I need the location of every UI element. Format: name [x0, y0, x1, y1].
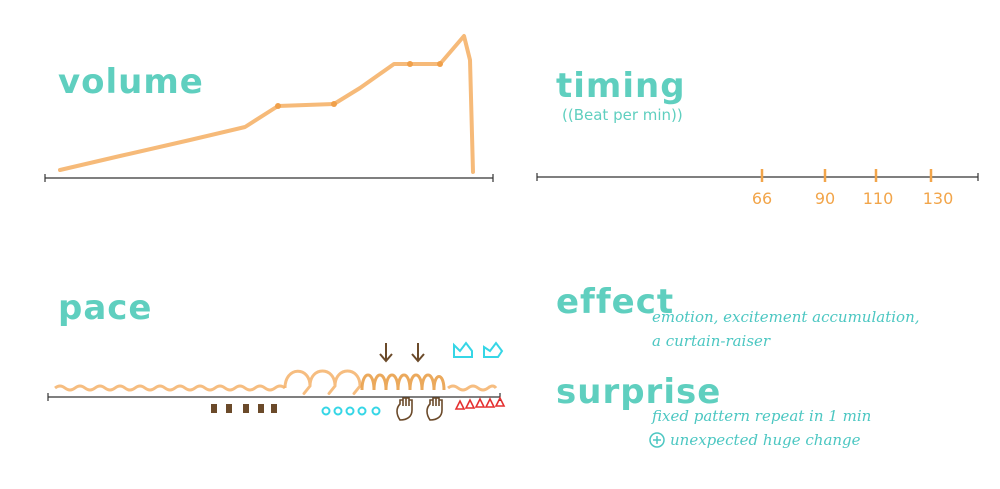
timing-title: timing: [556, 66, 686, 106]
pace-title: pace: [58, 288, 153, 328]
surprise-title: surprise: [556, 372, 722, 412]
pace-small-wave: [54, 384, 286, 392]
effect-line-1: emotion, excitement accumulation,: [652, 308, 920, 326]
surprise-line-1: fixed pattern repeat in 1 min: [652, 407, 872, 425]
plus-circle-icon: [649, 432, 665, 448]
crown-icon: [453, 341, 473, 358]
pace-loop-wave: [283, 369, 362, 395]
down-arrow-icon: [411, 343, 425, 363]
pace-tail-wave: [447, 384, 498, 392]
hand-icon: [396, 397, 413, 421]
pace-dense-wave: [360, 373, 446, 391]
circle-marker-icon: [321, 406, 381, 416]
timing-subtitle: ((Beat per min)): [562, 106, 683, 124]
timing-tick-label-90: 90: [815, 189, 835, 208]
effect-line-2: a curtain-raiser: [652, 332, 771, 350]
crown-icon: [483, 341, 504, 358]
triangle-marker-icon: [454, 396, 506, 410]
effect-title: effect: [556, 282, 675, 322]
surprise-line-2: unexpected huge change: [670, 431, 861, 449]
volume-title: volume: [58, 62, 204, 102]
volume-curve: [58, 34, 475, 174]
timing-tick-label-130: 130: [923, 189, 954, 208]
timing-tick-label-110: 110: [863, 189, 894, 208]
timing-tick-label-66: 66: [752, 189, 772, 208]
hand-icon: [426, 397, 443, 421]
down-arrow-icon: [379, 343, 393, 363]
square-marker-icon: [211, 404, 277, 413]
